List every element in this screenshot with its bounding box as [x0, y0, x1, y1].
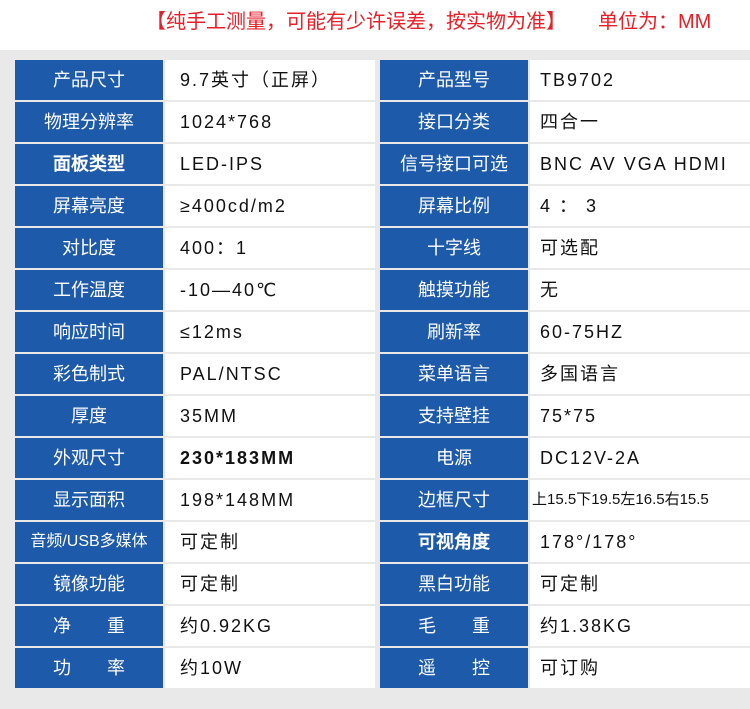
spec-value-product-model: TB9702: [530, 60, 750, 100]
spec-row: 产品尺寸 9.7英寸（正屏） 产品型号 TB9702: [0, 60, 750, 100]
spec-label-contrast-ratio: 对比度: [15, 228, 163, 268]
spec-label-net-weight: 净 重: [15, 606, 163, 646]
spec-label-refresh-rate: 刷新率: [380, 312, 528, 352]
spec-label-audio-usb-multimedia: 音频/USB多媒体: [15, 522, 163, 562]
spec-label-gross-weight: 毛 重: [380, 606, 528, 646]
spec-row: 音频/USB多媒体 可定制 可视角度 178°/178°: [0, 522, 750, 562]
spec-value-bezel-size: 上15.5下19.5左16.5右15.5: [530, 480, 750, 520]
spec-value-display-area: 198*148MM: [165, 480, 375, 520]
spec-label-panel-type: 面板类型: [15, 144, 163, 184]
measurement-notice: 【纯手工测量，可能有少许误差，按实物为准】: [146, 11, 566, 33]
spec-value-response-time: ≤12ms: [165, 312, 375, 352]
spec-value-wall-mount: 75*75: [530, 396, 750, 436]
spec-label-product-model: 产品型号: [380, 60, 528, 100]
spec-label-touch-function: 触摸功能: [380, 270, 528, 310]
spec-value-audio-usb-multimedia: 可定制: [165, 522, 375, 562]
spec-value-power-supply: DC12V-2A: [530, 438, 750, 478]
spec-row: 工作温度 -10—40℃ 触摸功能 无: [0, 270, 750, 310]
spec-value-menu-language: 多国语言: [530, 354, 750, 394]
spec-label-product-size: 产品尺寸: [15, 60, 163, 100]
spec-value-remote-control: 可订购: [530, 648, 750, 688]
spec-value-thickness: 35MM: [165, 396, 375, 436]
spec-label-signal-interface: 信号接口可选: [380, 144, 528, 184]
unit-note: 单位为：MM: [598, 11, 712, 33]
spec-label-operating-temperature: 工作温度: [15, 270, 163, 310]
spec-row: 面板类型 LED-IPS 信号接口可选 BNC AV VGA HDMI: [0, 144, 750, 184]
spec-label-wall-mount: 支持壁挂: [380, 396, 528, 436]
spec-value-signal-interface: BNC AV VGA HDMI: [530, 144, 750, 184]
spec-label-display-area: 显示面积: [15, 480, 163, 520]
spec-row: 对比度 400：1 十字线 可选配: [0, 228, 750, 268]
spec-table: 产品尺寸 9.7英寸（正屏） 产品型号 TB9702 物理分辨率 1024*76…: [0, 60, 750, 690]
spec-label-power-supply: 电源: [380, 438, 528, 478]
spec-label-interface-type: 接口分类: [380, 102, 528, 142]
spec-value-screen-brightness: ≥400cd/m2: [165, 186, 375, 226]
spec-label-thickness: 厚度: [15, 396, 163, 436]
spec-value-crosshair: 可选配: [530, 228, 750, 268]
spec-label-physical-resolution: 物理分辨率: [15, 102, 163, 142]
spec-row: 镜像功能 可定制 黑白功能 可定制: [0, 564, 750, 604]
spec-value-physical-resolution: 1024*768: [165, 102, 375, 142]
spec-value-touch-function: 无: [530, 270, 750, 310]
spec-value-net-weight: 约0.92KG: [165, 606, 375, 646]
spec-row: 功 率 约10W 遥 控 可订购: [0, 648, 750, 688]
spec-label-black-white-function: 黑白功能: [380, 564, 528, 604]
spec-value-power-consumption: 约10W: [165, 648, 375, 688]
spec-label-aspect-ratio: 屏幕比例: [380, 186, 528, 226]
spec-value-gross-weight: 约1.38KG: [530, 606, 750, 646]
spec-label-viewing-angle: 可视角度: [380, 522, 528, 562]
spec-value-panel-type: LED-IPS: [165, 144, 375, 184]
spec-label-screen-brightness: 屏幕亮度: [15, 186, 163, 226]
spec-value-product-size: 9.7英寸（正屏）: [165, 60, 375, 100]
spec-label-mirror-function: 镜像功能: [15, 564, 163, 604]
spec-label-remote-control: 遥 控: [380, 648, 528, 688]
spec-value-color-system: PAL/NTSC: [165, 354, 375, 394]
spec-value-interface-type: 四合一: [530, 102, 750, 142]
spec-label-crosshair: 十字线: [380, 228, 528, 268]
spec-label-outer-dimensions: 外观尺寸: [15, 438, 163, 478]
spec-value-viewing-angle: 178°/178°: [530, 522, 750, 562]
spec-row: 物理分辨率 1024*768 接口分类 四合一: [0, 102, 750, 142]
spec-row: 厚度 35MM 支持壁挂 75*75: [0, 396, 750, 436]
spec-label-bezel-size: 边框尺寸: [380, 480, 528, 520]
spec-label-response-time: 响应时间: [15, 312, 163, 352]
spec-value-contrast-ratio: 400：1: [165, 228, 375, 268]
spec-row: 彩色制式 PAL/NTSC 菜单语言 多国语言: [0, 354, 750, 394]
page-header: 【纯手工测量，可能有少许误差，按实物为准】 单位为：MM: [0, 0, 750, 50]
spec-value-black-white-function: 可定制: [530, 564, 750, 604]
spec-label-power-consumption: 功 率: [15, 648, 163, 688]
spec-value-refresh-rate: 60-75HZ: [530, 312, 750, 352]
spec-value-operating-temperature: -10—40℃: [165, 270, 375, 310]
spec-label-menu-language: 菜单语言: [380, 354, 528, 394]
spec-row: 净 重 约0.92KG 毛 重 约1.38KG: [0, 606, 750, 646]
spec-row: 显示面积 198*148MM 边框尺寸 上15.5下19.5左16.5右15.5: [0, 480, 750, 520]
spec-value-aspect-ratio: 4 ： 3: [530, 186, 750, 226]
spec-label-color-system: 彩色制式: [15, 354, 163, 394]
spec-row: 响应时间 ≤12ms 刷新率 60-75HZ: [0, 312, 750, 352]
spec-value-outer-dimensions: 230*183MM: [165, 438, 375, 478]
spec-value-mirror-function: 可定制: [165, 564, 375, 604]
spec-row: 外观尺寸 230*183MM 电源 DC12V-2A: [0, 438, 750, 478]
spec-row: 屏幕亮度 ≥400cd/m2 屏幕比例 4 ： 3: [0, 186, 750, 226]
